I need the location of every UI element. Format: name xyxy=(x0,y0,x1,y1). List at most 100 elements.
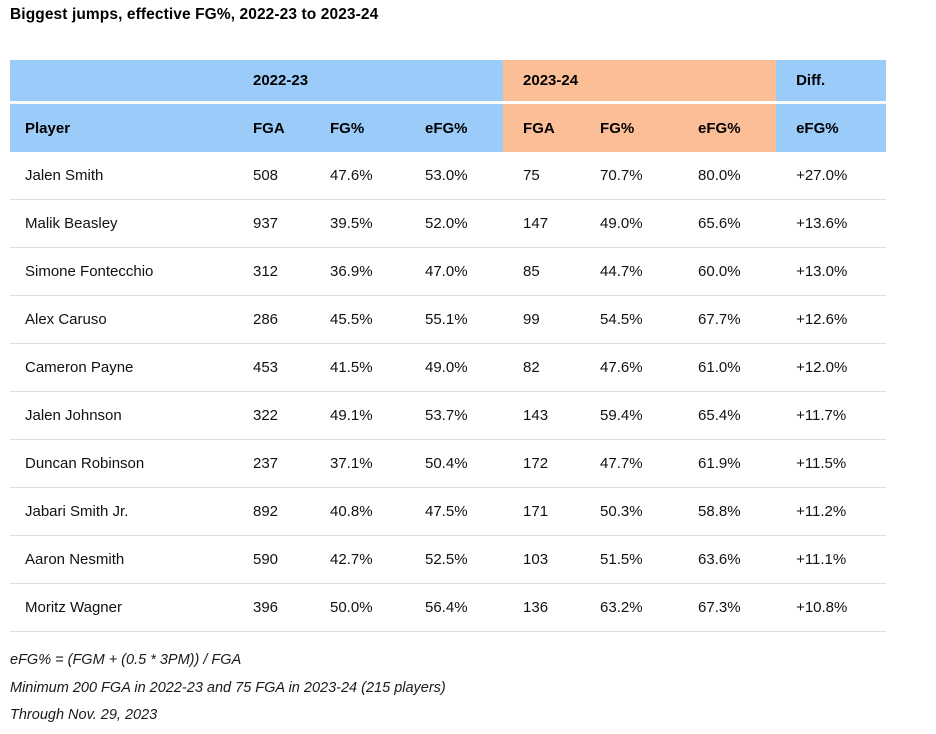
footnotes: eFG% = (FGM + (0.5 * 3PM)) / FGA Minimum… xyxy=(10,647,936,730)
cell-efg-diff: +10.8% xyxy=(776,584,887,632)
table-row: Cameron Payne 453 41.5% 49.0% 82 47.6% 6… xyxy=(10,344,887,392)
table-row: Simone Fontecchio 312 36.9% 47.0% 85 44.… xyxy=(10,248,887,296)
cell-fga-2023-24: 85 xyxy=(503,248,581,296)
table-row: Jalen Smith 508 47.6% 53.0% 75 70.7% 80.… xyxy=(10,152,887,200)
cell-fga-2022-23: 453 xyxy=(233,344,310,392)
cell-efg-pct-2023-24: 61.9% xyxy=(678,440,777,488)
cell-efg-pct-2022-23: 47.5% xyxy=(405,488,504,536)
cell-fga-2023-24: 75 xyxy=(503,152,581,200)
cell-fga-2023-24: 147 xyxy=(503,200,581,248)
cell-efg-diff: +11.2% xyxy=(776,488,887,536)
cell-player: Jalen Smith xyxy=(10,152,233,200)
cell-efg-pct-2023-24: 60.0% xyxy=(678,248,777,296)
cell-fg-pct-2022-23: 45.5% xyxy=(310,296,405,344)
column-header-row: Player FGA FG% eFG% FGA FG% eFG% eFG% xyxy=(10,104,887,152)
group-header-2022-23: 2022-23 xyxy=(233,60,504,104)
cell-fg-pct-2023-24: 47.6% xyxy=(580,344,679,392)
col-header-fga-2022-23: FGA xyxy=(233,104,310,152)
cell-fg-pct-2023-24: 47.7% xyxy=(580,440,679,488)
table-row: Moritz Wagner 396 50.0% 56.4% 136 63.2% … xyxy=(10,584,887,632)
cell-efg-diff: +11.5% xyxy=(776,440,887,488)
cell-fga-2022-23: 590 xyxy=(233,536,310,584)
cell-efg-diff: +11.7% xyxy=(776,392,887,440)
cell-fga-2022-23: 312 xyxy=(233,248,310,296)
cell-player: Cameron Payne xyxy=(10,344,233,392)
cell-fga-2022-23: 508 xyxy=(233,152,310,200)
cell-efg-diff: +12.6% xyxy=(776,296,887,344)
cell-fg-pct-2022-23: 41.5% xyxy=(310,344,405,392)
cell-efg-pct-2023-24: 58.8% xyxy=(678,488,777,536)
footnote-date: Through Nov. 29, 2023 xyxy=(10,707,158,723)
cell-fg-pct-2022-23: 42.7% xyxy=(310,536,405,584)
cell-efg-pct-2022-23: 49.0% xyxy=(405,344,504,392)
cell-efg-pct-2023-24: 67.7% xyxy=(678,296,777,344)
cell-fga-2023-24: 136 xyxy=(503,584,581,632)
footnote-minimum: Minimum 200 FGA in 2022-23 and 75 FGA in… xyxy=(10,679,446,696)
table-row: Alex Caruso 286 45.5% 55.1% 99 54.5% 67.… xyxy=(10,296,887,344)
cell-efg-pct-2022-23: 52.5% xyxy=(405,536,504,584)
cell-fg-pct-2023-24: 50.3% xyxy=(580,488,679,536)
cell-efg-diff: +11.1% xyxy=(776,536,887,584)
cell-efg-pct-2023-24: 65.6% xyxy=(678,200,777,248)
table-row: Malik Beasley 937 39.5% 52.0% 147 49.0% … xyxy=(10,200,887,248)
cell-player: Moritz Wagner xyxy=(10,584,233,632)
cell-fga-2023-24: 172 xyxy=(503,440,581,488)
cell-fga-2022-23: 396 xyxy=(233,584,310,632)
table-row: Jabari Smith Jr. 892 40.8% 47.5% 171 50.… xyxy=(10,488,887,536)
cell-fg-pct-2022-23: 50.0% xyxy=(310,584,405,632)
cell-fga-2023-24: 103 xyxy=(503,536,581,584)
col-header-efg-pct-2022-23: eFG% xyxy=(405,104,504,152)
cell-efg-pct-2022-23: 53.7% xyxy=(405,392,504,440)
cell-fg-pct-2023-24: 54.5% xyxy=(580,296,679,344)
cell-fg-pct-2022-23: 39.5% xyxy=(310,200,405,248)
table-body: Jalen Smith 508 47.6% 53.0% 75 70.7% 80.… xyxy=(10,152,887,632)
cell-fg-pct-2023-24: 70.7% xyxy=(580,152,679,200)
cell-fg-pct-2022-23: 36.9% xyxy=(310,248,405,296)
cell-fg-pct-2023-24: 59.4% xyxy=(580,392,679,440)
cell-fg-pct-2022-23: 37.1% xyxy=(310,440,405,488)
cell-efg-pct-2022-23: 50.4% xyxy=(405,440,504,488)
cell-player: Duncan Robinson xyxy=(10,440,233,488)
cell-player: Simone Fontecchio xyxy=(10,248,233,296)
cell-efg-pct-2022-23: 53.0% xyxy=(405,152,504,200)
group-header-blank xyxy=(10,60,233,104)
cell-fga-2022-23: 937 xyxy=(233,200,310,248)
cell-efg-diff: +12.0% xyxy=(776,344,887,392)
cell-fga-2023-24: 171 xyxy=(503,488,581,536)
table-row: Jalen Johnson 322 49.1% 53.7% 143 59.4% … xyxy=(10,392,887,440)
cell-fga-2023-24: 82 xyxy=(503,344,581,392)
cell-efg-pct-2023-24: 61.0% xyxy=(678,344,777,392)
group-header-row: 2022-23 2023-24 Diff. xyxy=(10,60,887,104)
cell-fg-pct-2022-23: 40.8% xyxy=(310,488,405,536)
cell-fga-2022-23: 322 xyxy=(233,392,310,440)
cell-fga-2022-23: 286 xyxy=(233,296,310,344)
col-header-efg-diff: eFG% xyxy=(776,104,887,152)
cell-efg-diff: +27.0% xyxy=(776,152,887,200)
table-row: Aaron Nesmith 590 42.7% 52.5% 103 51.5% … xyxy=(10,536,887,584)
cell-fga-2022-23: 892 xyxy=(233,488,310,536)
cell-fga-2022-23: 237 xyxy=(233,440,310,488)
stats-table: 2022-23 2023-24 Diff. Player FGA FG% eFG… xyxy=(10,60,887,632)
col-header-fg-pct-2022-23: FG% xyxy=(310,104,405,152)
cell-efg-pct-2023-24: 65.4% xyxy=(678,392,777,440)
cell-efg-pct-2023-24: 63.6% xyxy=(678,536,777,584)
cell-player: Aaron Nesmith xyxy=(10,536,233,584)
cell-fg-pct-2023-24: 49.0% xyxy=(580,200,679,248)
cell-efg-pct-2023-24: 67.3% xyxy=(678,584,777,632)
cell-efg-pct-2022-23: 55.1% xyxy=(405,296,504,344)
cell-efg-diff: +13.0% xyxy=(776,248,887,296)
col-header-fga-2023-24: FGA xyxy=(503,104,581,152)
cell-fg-pct-2022-23: 47.6% xyxy=(310,152,405,200)
cell-efg-pct-2022-23: 56.4% xyxy=(405,584,504,632)
table-row: Duncan Robinson 237 37.1% 50.4% 172 47.7… xyxy=(10,440,887,488)
cell-efg-pct-2022-23: 52.0% xyxy=(405,200,504,248)
footnote-formula: eFG% = (FGM + (0.5 * 3PM)) / FGA xyxy=(10,652,242,668)
cell-efg-pct-2023-24: 80.0% xyxy=(678,152,777,200)
group-header-diff: Diff. xyxy=(776,60,887,104)
cell-player: Alex Caruso xyxy=(10,296,233,344)
cell-fga-2023-24: 143 xyxy=(503,392,581,440)
cell-player: Jalen Johnson xyxy=(10,392,233,440)
col-header-efg-pct-2023-24: eFG% xyxy=(678,104,777,152)
cell-efg-diff: +13.6% xyxy=(776,200,887,248)
